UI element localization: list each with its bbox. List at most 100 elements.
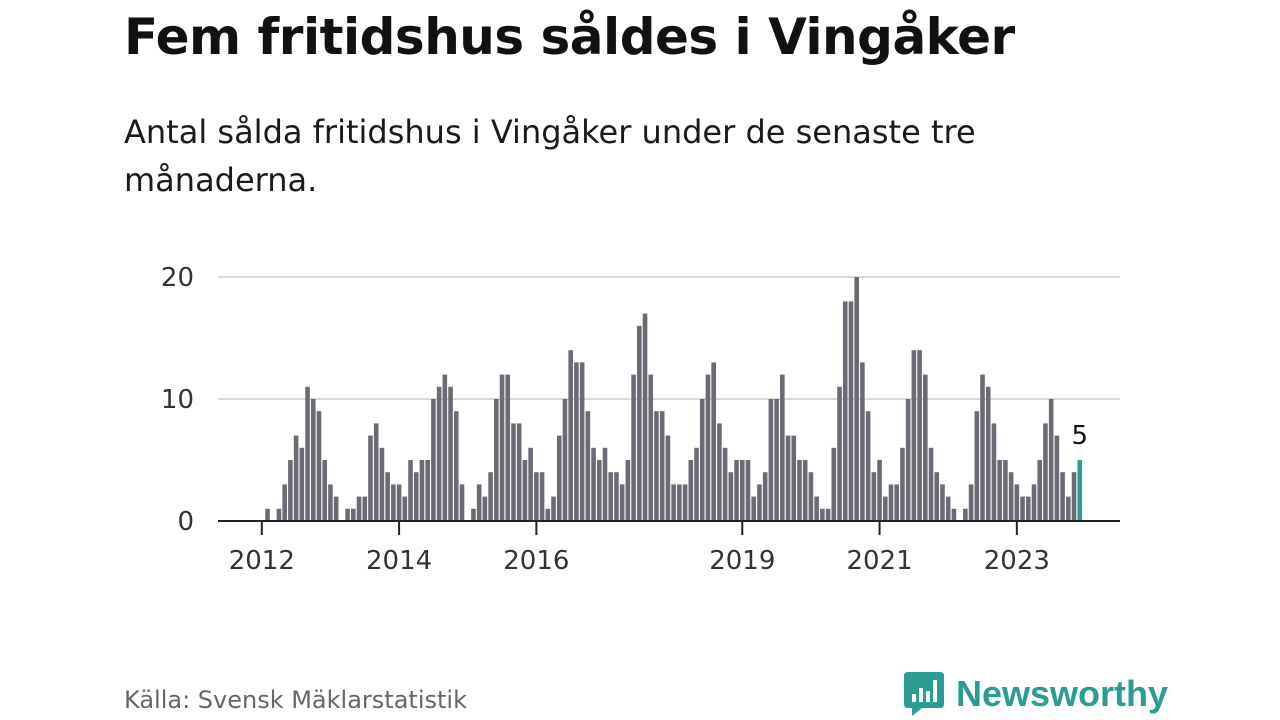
x-tick-label: 2012 xyxy=(229,546,295,576)
bar xyxy=(288,460,293,521)
bar xyxy=(694,447,699,521)
bar xyxy=(282,484,287,521)
bar xyxy=(928,447,934,521)
bar xyxy=(774,399,779,521)
labels: 0 10 20 2012 2014 2016 2019 2021 2023 5 xyxy=(161,263,1088,576)
bar xyxy=(579,362,585,521)
bar xyxy=(871,472,877,521)
bar xyxy=(1014,484,1020,521)
bar xyxy=(1060,472,1065,521)
bar xyxy=(539,472,545,521)
y-tick-label: 0 xyxy=(177,507,194,537)
bar xyxy=(877,460,882,521)
bar xyxy=(642,313,648,521)
bar xyxy=(476,484,482,521)
bar xyxy=(768,399,774,521)
bar xyxy=(791,435,797,521)
x-tick-label: 2014 xyxy=(366,546,432,576)
bar xyxy=(854,277,859,521)
bar xyxy=(894,484,900,521)
bar xyxy=(814,496,819,521)
bar xyxy=(333,496,339,521)
bar xyxy=(797,460,802,521)
bar xyxy=(499,374,505,521)
axes xyxy=(218,520,1120,535)
bar xyxy=(448,386,453,521)
bar xyxy=(717,423,722,521)
bar xyxy=(699,399,705,521)
bar xyxy=(276,508,282,521)
bar xyxy=(985,386,991,521)
bar xyxy=(739,460,745,521)
bar-highlight xyxy=(1077,460,1083,521)
bar xyxy=(551,496,556,521)
bar xyxy=(631,374,636,521)
bar xyxy=(574,362,579,521)
bar xyxy=(556,435,562,521)
bar xyxy=(1066,496,1071,521)
y-tick-label: 10 xyxy=(161,385,194,415)
bar xyxy=(534,472,539,521)
bar xyxy=(882,496,888,521)
bar xyxy=(705,374,711,521)
x-tick-label: 2016 xyxy=(503,546,569,576)
bar xyxy=(837,386,842,521)
bar xyxy=(917,350,922,521)
bar xyxy=(362,496,368,521)
bar xyxy=(602,447,608,521)
bar xyxy=(860,362,865,521)
bar xyxy=(419,460,425,521)
brand-name: Newsworthy xyxy=(956,673,1169,714)
bar xyxy=(951,508,957,521)
bar xyxy=(431,399,436,521)
bar xyxy=(842,301,848,521)
bar xyxy=(265,508,270,521)
bar xyxy=(991,423,997,521)
x-tick-label: 2023 xyxy=(984,546,1050,576)
bar xyxy=(413,472,419,521)
bar xyxy=(305,386,310,521)
bar xyxy=(591,447,596,521)
bar xyxy=(780,374,785,521)
bar xyxy=(373,423,379,521)
bar xyxy=(368,435,373,521)
brand-logo: Newsworthy xyxy=(902,670,1168,718)
bar xyxy=(940,484,945,521)
bar xyxy=(722,447,728,521)
bar xyxy=(980,374,985,521)
bar xyxy=(762,472,768,521)
bar xyxy=(654,411,659,521)
bar xyxy=(425,460,430,521)
bar xyxy=(356,496,362,521)
bar xyxy=(619,484,625,521)
bar xyxy=(1020,496,1025,521)
bars xyxy=(265,277,1083,521)
bar xyxy=(945,496,951,521)
bar xyxy=(905,399,911,521)
bar xyxy=(482,496,488,521)
bar xyxy=(997,460,1002,521)
bar xyxy=(351,508,356,521)
bar xyxy=(968,484,974,521)
bar xyxy=(408,460,413,521)
gridlines xyxy=(218,276,1120,400)
bar xyxy=(808,472,814,521)
newsworthy-logo-icon xyxy=(904,672,944,716)
bar xyxy=(711,362,716,521)
bar xyxy=(728,472,734,521)
bar xyxy=(677,484,682,521)
bar xyxy=(494,399,499,521)
bar xyxy=(522,460,528,521)
bar xyxy=(379,447,385,521)
bar xyxy=(974,411,980,521)
bar xyxy=(459,484,465,521)
bar xyxy=(802,460,808,521)
bar xyxy=(688,460,694,521)
bar xyxy=(528,447,533,521)
bar xyxy=(1048,399,1054,521)
bar xyxy=(1071,472,1077,521)
bar xyxy=(391,484,396,521)
bar xyxy=(562,399,568,521)
bar xyxy=(328,484,333,521)
